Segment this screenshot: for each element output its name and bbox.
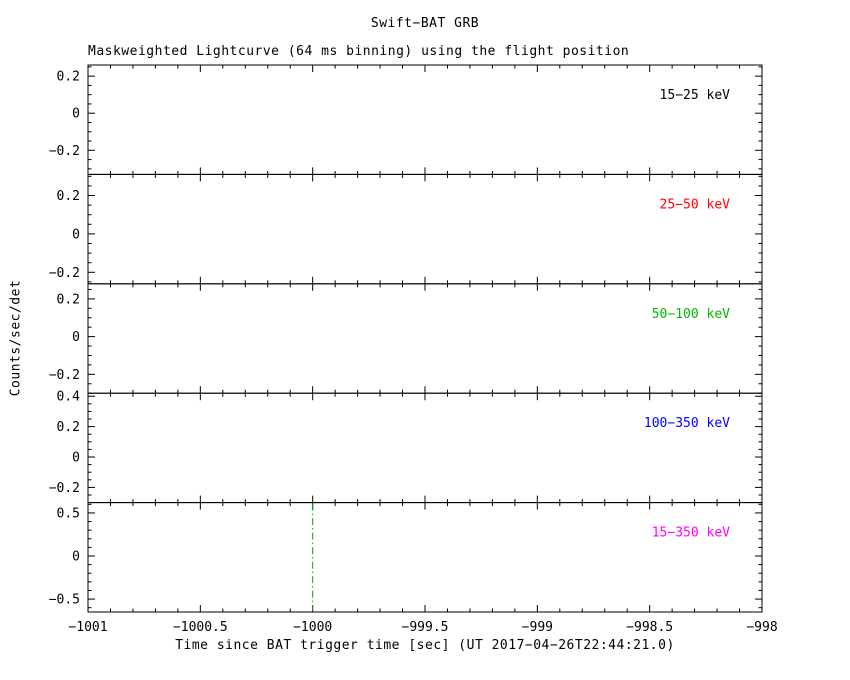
energy-band-label: 25−50 keV [660,197,731,212]
panel-border [87,283,763,394]
chart-title: Swift−BAT GRB [370,16,480,31]
y-tick-label: 0.4 [57,390,81,405]
panel-border [87,502,763,613]
y-tick-label: −0.5 [49,593,80,608]
panel: −0.2 0 0.2 50−100 keV [49,283,763,394]
x-axis-label: Time since BAT trigger time [sec] (UT 20… [175,638,675,653]
panel-border [87,173,763,285]
panel-border [87,64,763,175]
y-tick-label: −0.2 [49,266,80,281]
y-tick-label: 0.5 [57,506,80,521]
chart-subtitle: Maskweighted Lightcurve (64 ms binning) … [88,44,630,59]
panel: −0.2 0 0.2 0.4 100−350 keV [49,390,763,504]
y-tick-label: 0 [72,550,80,565]
y-tick-label: 0.2 [57,70,80,85]
y-tick-label: −0.2 [49,481,80,496]
x-tick-label: −998.5 [626,620,673,635]
panel: −0.5 0 0.5 15−350 keV −1001 −1000.5 −1000 −999.… [49,502,778,635]
y-tick-label: −0.2 [49,144,80,159]
y-tick-label: 0 [72,330,80,345]
y-tick-label: 0 [72,451,80,466]
y-tick-label: 0 [72,227,80,242]
x-tick-label: −1000.5 [173,620,228,635]
energy-band-label: 50−100 keV [652,307,730,322]
x-tick-label: −1001 [68,620,107,635]
y-tick-label: 0.2 [57,292,80,307]
y-tick-label: 0.2 [57,420,80,435]
x-tick-label: −1000 [293,620,332,635]
energy-band-label: 100−350 keV [644,416,730,431]
panel: −0.2 0 0.2 15−25 keV [49,64,763,175]
energy-band-label: 15−25 keV [660,88,731,103]
y-tick-label: −0.2 [49,368,80,383]
panel-border [87,392,763,504]
y-tick-label: 0.2 [57,189,80,204]
panel: −0.2 0 0.2 25−50 keV [49,173,763,285]
y-tick-label: 0 [72,107,80,122]
energy-band-label: 15−350 keV [652,526,730,541]
x-tick-label: −999.5 [402,620,449,635]
x-tick-label: −998 [746,620,777,635]
x-tick-label: −999 [522,620,553,635]
